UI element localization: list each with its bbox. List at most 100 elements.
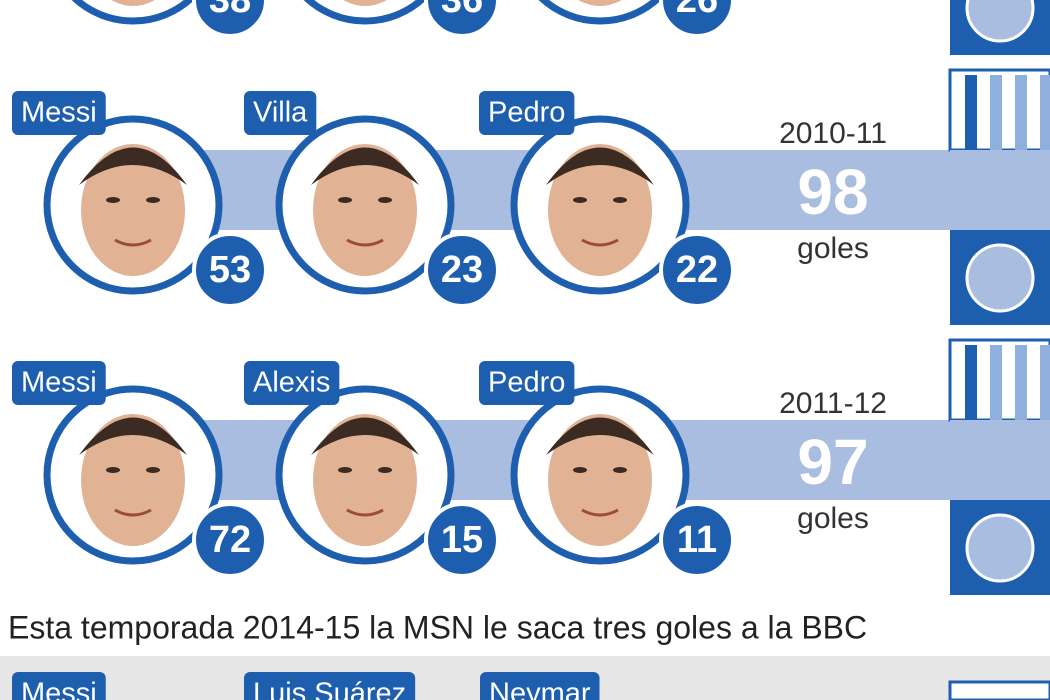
goals-badge — [424, 0, 500, 38]
goals-badge — [192, 0, 268, 38]
hair — [311, 417, 419, 455]
club-crest-partial — [948, 680, 1050, 700]
crest-stripe — [1040, 345, 1050, 420]
crest-ball — [965, 513, 1035, 583]
mouth — [114, 508, 152, 517]
mouth — [346, 238, 384, 247]
player-goals: 15 — [441, 519, 483, 561]
player-photo — [510, 115, 690, 295]
mouth — [581, 238, 619, 247]
hair — [79, 417, 187, 455]
season-total: 97 — [797, 426, 868, 498]
face — [548, 414, 652, 546]
name-label-box — [244, 672, 416, 700]
goals-badge — [424, 502, 500, 578]
eye — [573, 467, 587, 473]
name-label-box — [12, 672, 106, 700]
eye — [378, 467, 392, 473]
player-name: Messi — [21, 97, 97, 129]
hair — [546, 147, 654, 185]
name-label-box — [479, 361, 575, 405]
goals-badge — [192, 502, 268, 578]
crest-ball — [965, 0, 1035, 43]
player-photo — [510, 385, 690, 565]
crest-stripe — [1040, 75, 1050, 150]
mouth — [114, 238, 152, 247]
player-goals: 36 — [441, 0, 483, 21]
player-photo — [71, 0, 195, 25]
hair — [79, 147, 187, 185]
total-unit: goles — [797, 502, 869, 535]
crest-stripe — [990, 345, 1002, 420]
face — [343, 0, 387, 6]
eye — [613, 467, 627, 473]
photo-frame — [71, 0, 195, 25]
player-photo — [538, 0, 662, 25]
goals-badge — [659, 502, 735, 578]
club-crest — [948, 68, 1050, 325]
name-label-box — [479, 91, 575, 135]
eye — [338, 197, 352, 203]
crest-ball — [965, 243, 1035, 313]
name-label-box — [12, 91, 106, 135]
player-goals: 11 — [677, 519, 717, 561]
goals-badge — [659, 232, 735, 308]
player-name: Pedro — [488, 97, 565, 129]
club-crest — [950, 0, 1050, 55]
eye — [338, 467, 352, 473]
eye — [613, 197, 627, 203]
player-goals: 22 — [676, 249, 718, 291]
player-name: Alexis — [253, 367, 330, 399]
season: 2010-11 — [779, 117, 887, 150]
player-name: Neymar — [489, 678, 591, 700]
crest-stripe — [1015, 345, 1027, 420]
player-name: Villa — [253, 97, 308, 129]
goals-badge — [192, 232, 268, 308]
eye — [146, 467, 160, 473]
player-goals: 23 — [441, 249, 483, 291]
goals-badge — [659, 0, 735, 38]
player-goals: 72 — [209, 519, 251, 561]
eye — [378, 197, 392, 203]
crest-stripe — [965, 75, 977, 150]
season-total: 98 — [797, 156, 868, 228]
photo-frame — [303, 0, 427, 25]
player-photo — [275, 385, 455, 565]
face — [548, 144, 652, 276]
headline: Esta temporada 2014-15 la MSN le saca tr… — [8, 609, 867, 645]
face — [81, 144, 185, 276]
eye — [573, 197, 587, 203]
face — [81, 414, 185, 546]
hair — [546, 417, 654, 455]
player-photo — [43, 385, 223, 565]
face — [313, 414, 417, 546]
player-goals: 26 — [676, 0, 718, 21]
player-name: Messi — [21, 367, 97, 399]
face — [313, 144, 417, 276]
mouth — [581, 508, 619, 517]
mouth — [346, 508, 384, 517]
player-goals: 38 — [209, 0, 251, 21]
club-crest — [948, 338, 1050, 595]
name-label-box — [12, 361, 106, 405]
eye — [106, 197, 120, 203]
name-label-box — [244, 91, 317, 135]
player-name: Pedro — [488, 367, 565, 399]
season: 2011-12 — [779, 387, 887, 420]
player-name: Messi — [21, 678, 97, 700]
goals-badge — [424, 232, 500, 308]
crest-stripe — [1015, 75, 1027, 150]
player-photo — [275, 115, 455, 295]
eye — [106, 467, 120, 473]
crest-stripe — [990, 75, 1002, 150]
name-label-box — [244, 361, 340, 405]
face — [111, 0, 155, 6]
player-photo — [303, 0, 427, 25]
photo-frame — [538, 0, 662, 25]
crest-band — [950, 420, 1050, 500]
hair — [311, 147, 419, 185]
total-unit: goles — [797, 232, 869, 265]
player-name: Luis Suárez — [253, 678, 406, 700]
face — [578, 0, 622, 6]
